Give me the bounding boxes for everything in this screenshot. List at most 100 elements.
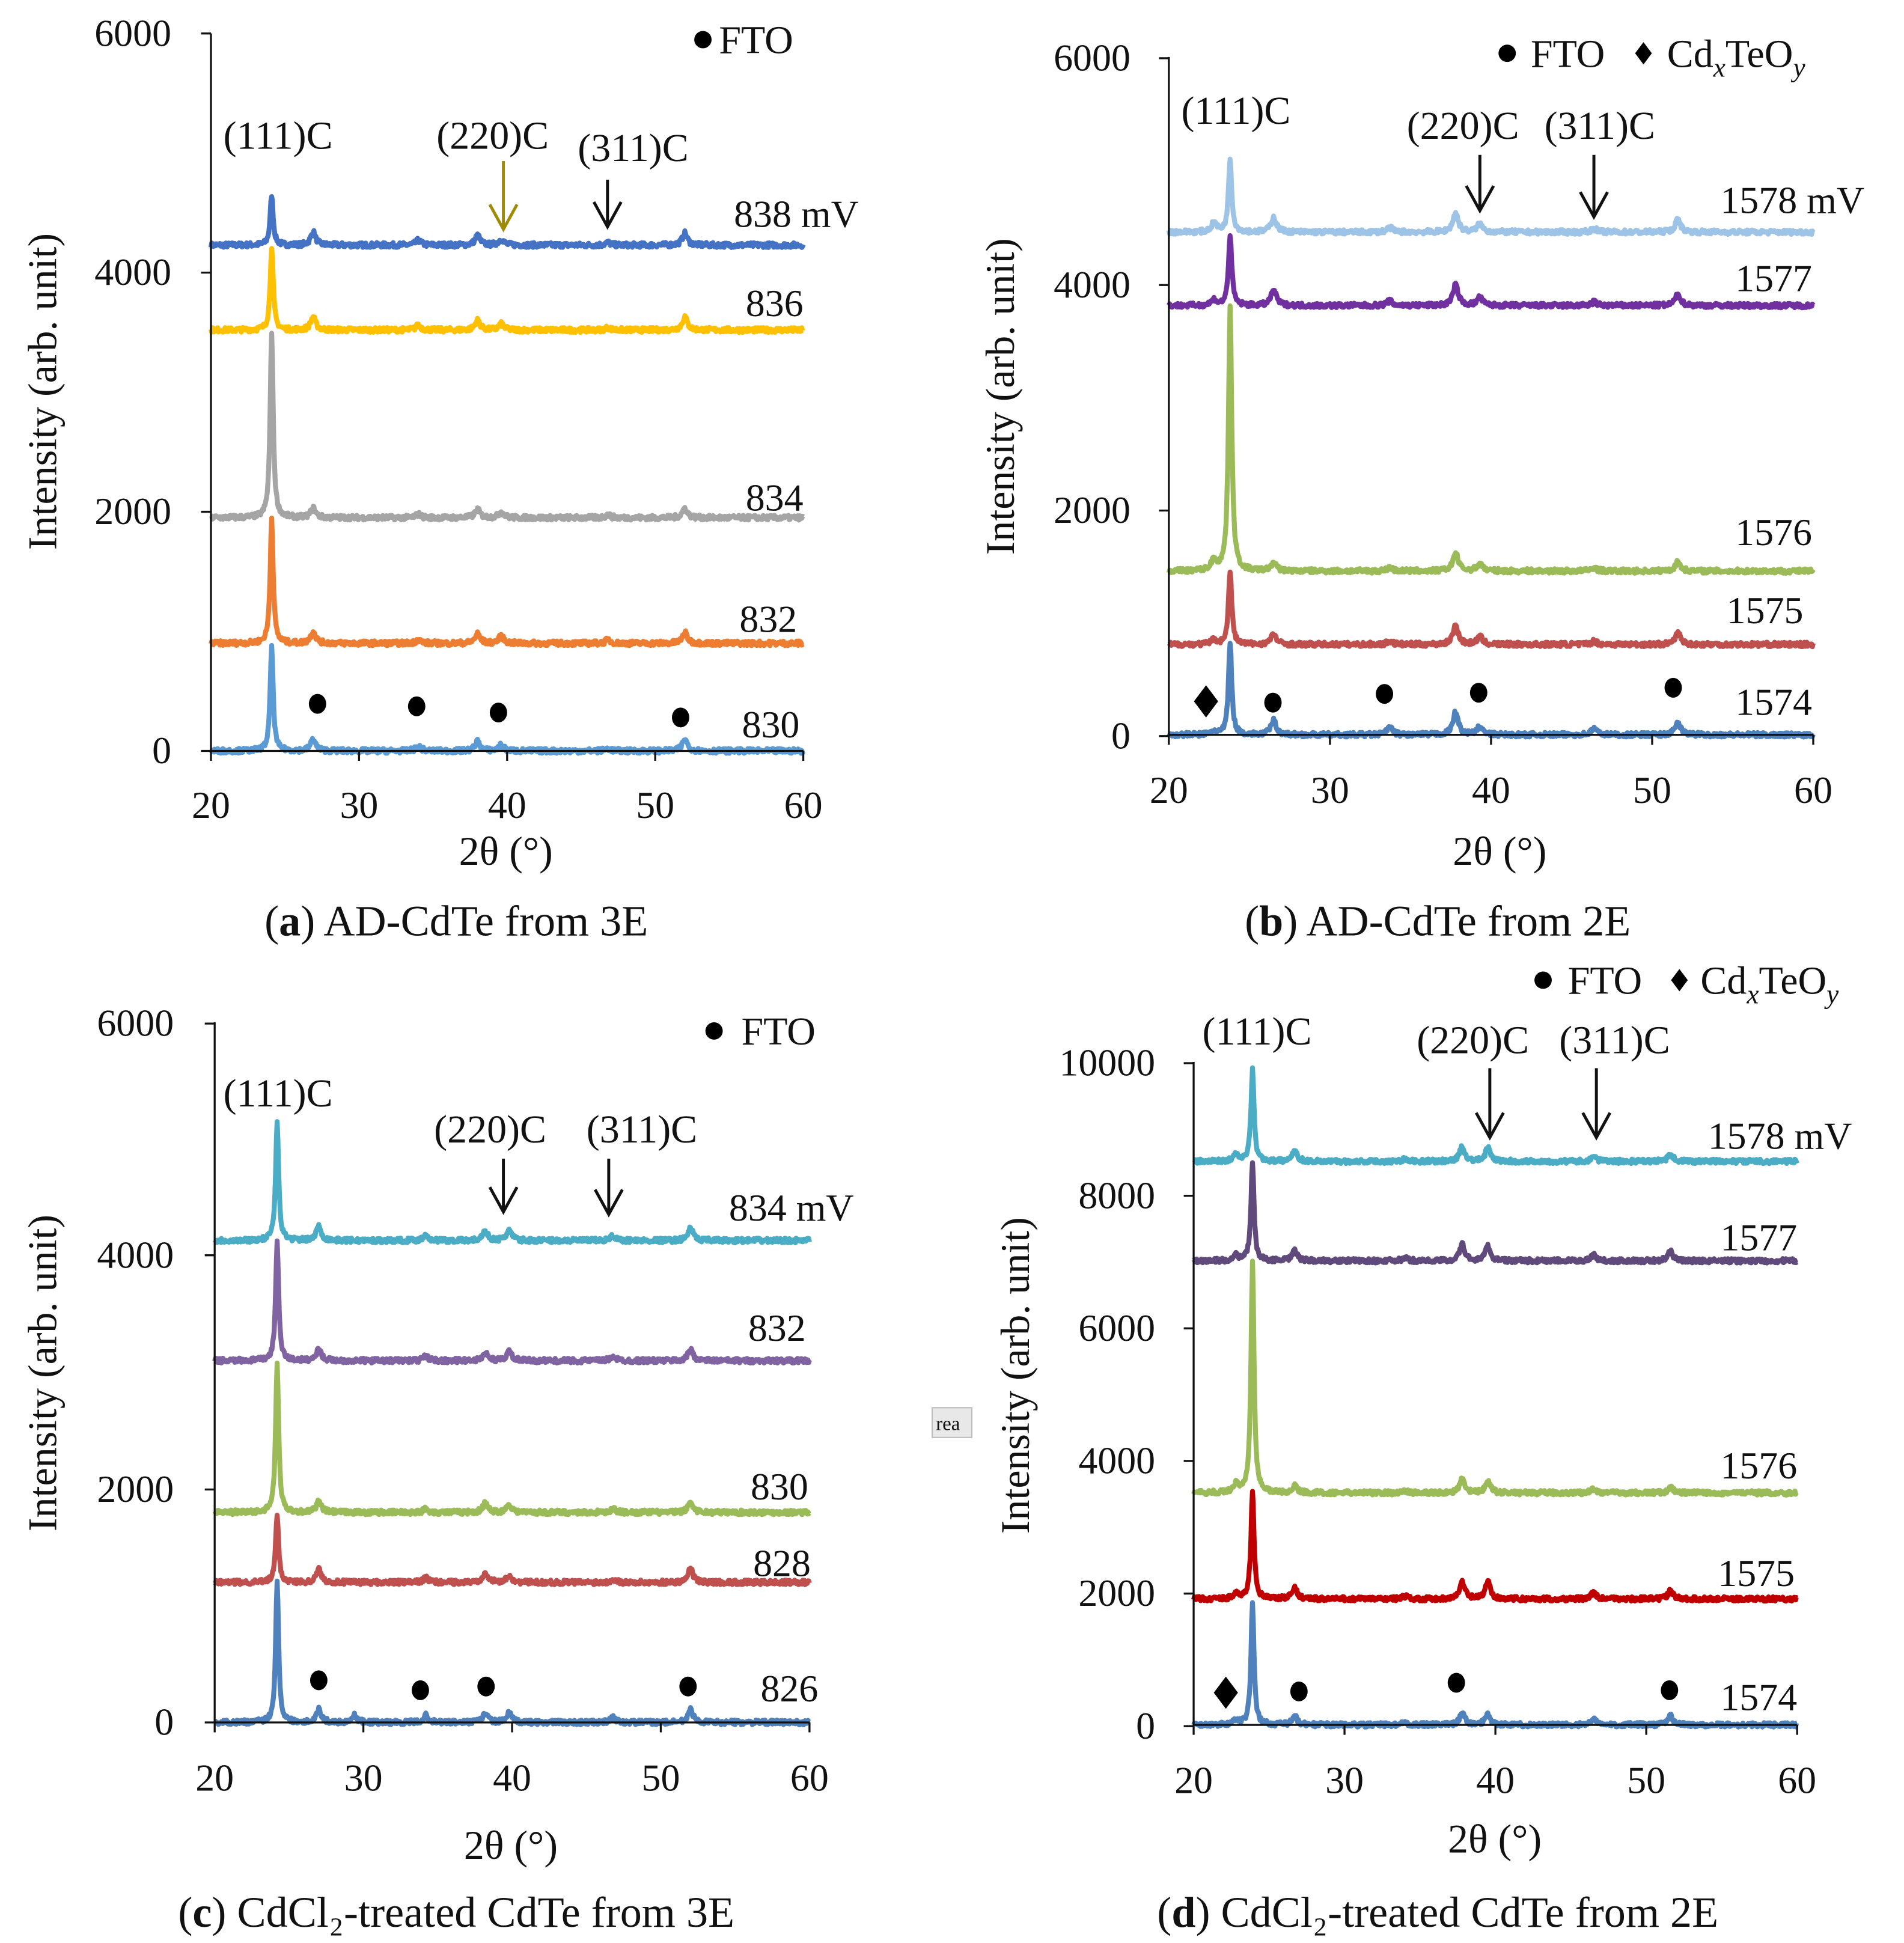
y-tick-label: 8000 (1078, 1174, 1155, 1216)
x-tick-label: 40 (1476, 1759, 1515, 1802)
series-line-1577 (1192, 1160, 1799, 1266)
series-label: 832 (748, 1307, 806, 1349)
caption-paren: ) (1283, 897, 1298, 945)
peak-annotation: (220)C (1417, 1019, 1529, 1063)
caption-paren: ) (1195, 1888, 1210, 1936)
panel-b: 1578 mV 1577 1576 1575 1574 6000 4000 2000 0 20 30… (977, 32, 1864, 945)
fto-marker-icon (407, 696, 426, 716)
fto-marker-icon (412, 1680, 429, 1700)
x-tick-label: 60 (1778, 1759, 1816, 1802)
series-label: 830 (742, 703, 800, 746)
down-arrow-icon (594, 1158, 624, 1218)
y-tick-label: 0 (152, 729, 171, 772)
y-axis-label: Intensity (arb. unit) (977, 238, 1023, 555)
peak-annotation: (111)C (1202, 1010, 1311, 1054)
y-tick-label: 6000 (97, 1002, 174, 1045)
y-axis-label: Intensity (arb. unit) (19, 1215, 65, 1531)
caption-letter: a (279, 897, 301, 945)
fto-marker-icon (1661, 1680, 1679, 1700)
legend-item-fto: FTO (694, 19, 793, 63)
x-tick-label: 20 (1174, 1759, 1213, 1802)
legend-label: FTO (719, 19, 793, 63)
fto-marker-icon (477, 1676, 495, 1697)
series-line-830 (209, 642, 806, 756)
series-label: 1577 (1720, 1216, 1797, 1258)
down-arrow-icon (592, 179, 623, 230)
legend-label: FTO (741, 1010, 815, 1054)
x-tick-label: 60 (784, 784, 823, 826)
x-tick-label: 30 (344, 1756, 383, 1799)
fto-marker-icon (1264, 692, 1282, 713)
legend-label: FTO (1531, 32, 1605, 76)
peak-annotation: (311)C (587, 1108, 697, 1151)
x-tick-label: 50 (1633, 769, 1671, 811)
y-tick-label: 4000 (1078, 1439, 1155, 1482)
caption-paren: ) (212, 1888, 226, 1936)
series-label: 1577 (1735, 257, 1812, 300)
x-tick-label: 20 (1150, 769, 1188, 811)
series-label: 828 (753, 1542, 811, 1585)
series-label: 834 mV (729, 1186, 854, 1229)
fto-marker-icon (1376, 684, 1394, 704)
panel-caption: (a) AD-CdTe from 3E (264, 897, 648, 945)
y-tick-label: 2000 (1078, 1572, 1155, 1614)
peak-annotation: (311)C (578, 126, 688, 170)
diamond-marker-icon (1635, 42, 1652, 65)
peak-annotation: (311)C (1559, 1019, 1670, 1063)
series-line-826 (213, 1578, 811, 1728)
y-axis-label: Intensity (arb. unit) (992, 1217, 1038, 1534)
legend-label-part: Cd (1667, 32, 1713, 76)
series-label: 838 mV (734, 192, 859, 235)
overlay-tooltip-text: rea (936, 1413, 960, 1435)
y-tick-label: 4000 (1054, 263, 1130, 306)
caption-letter: b (1259, 897, 1283, 945)
panel-caption: (d) CdCl₂-treated CdTe from 2E (1157, 1888, 1718, 1936)
series-line-1576 (1166, 303, 1816, 576)
fto-marker-icon (679, 1676, 697, 1697)
x-tick-label: 30 (1325, 1759, 1364, 1802)
y-tick-label: 4000 (94, 251, 171, 293)
caption-text: CdCl₂-treated CdTe from 2E (1210, 1888, 1719, 1936)
x-tick-label: 50 (636, 784, 674, 826)
y-tick-label: 0 (1136, 1704, 1155, 1747)
down-arrow-icon (1579, 154, 1609, 220)
peak-annotation: (220)C (434, 1108, 546, 1151)
series-label: 834 (746, 476, 804, 519)
legend-item-fto: FTO (1498, 32, 1605, 76)
fto-marker-icon (489, 703, 507, 723)
caption-letter: d (1171, 1888, 1195, 1936)
legend-label: FTO (1568, 959, 1642, 1003)
cdxteoy-marker-icon (1194, 685, 1218, 718)
fto-marker-icon (308, 694, 326, 714)
circle-marker-icon (705, 1022, 723, 1040)
panel-caption: (b) AD-CdTe from 2E (1245, 897, 1631, 945)
peak-annotation: (111)C (224, 114, 333, 157)
peak-annotation: (111)C (1181, 89, 1290, 133)
x-tick-label: 50 (642, 1756, 680, 1799)
legend-label-part: y (1790, 53, 1805, 83)
series-line-1575 (1191, 1489, 1799, 1604)
peak-annotation: (220)C (1407, 104, 1519, 148)
peak-annotation: (311)C (1545, 104, 1655, 148)
legend-label-part: TeO (1726, 32, 1793, 76)
series-line-1578mv (1166, 156, 1816, 237)
caption-text: AD-CdTe from 3E (315, 897, 648, 945)
series-line-1575 (1167, 569, 1816, 650)
series-label: 1578 mV (1720, 179, 1864, 222)
series-line-838mv (208, 194, 806, 250)
series-label: 1576 (1720, 1444, 1797, 1487)
caption-paren: ( (264, 897, 279, 945)
series-line-836 (209, 246, 805, 335)
circle-marker-icon (694, 31, 712, 49)
x-tick-label: 40 (493, 1756, 531, 1799)
x-axis-label: 2θ (°) (1453, 828, 1546, 874)
panel-a: 838 mV 836 834 832 830 6000 4000 2000 0 20 30 40 50 6… (19, 11, 859, 945)
panel-caption: (c) CdCl₂-treated CdTe from 3E (178, 1888, 734, 1936)
y-tick-label: 6000 (1054, 37, 1130, 79)
y-tick-label: 4000 (97, 1233, 174, 1276)
down-arrow-icon (488, 161, 519, 233)
x-tick-label: 50 (1627, 1759, 1665, 1802)
series-line-830 (212, 1360, 811, 1517)
x-tick-label: 30 (1311, 769, 1349, 811)
